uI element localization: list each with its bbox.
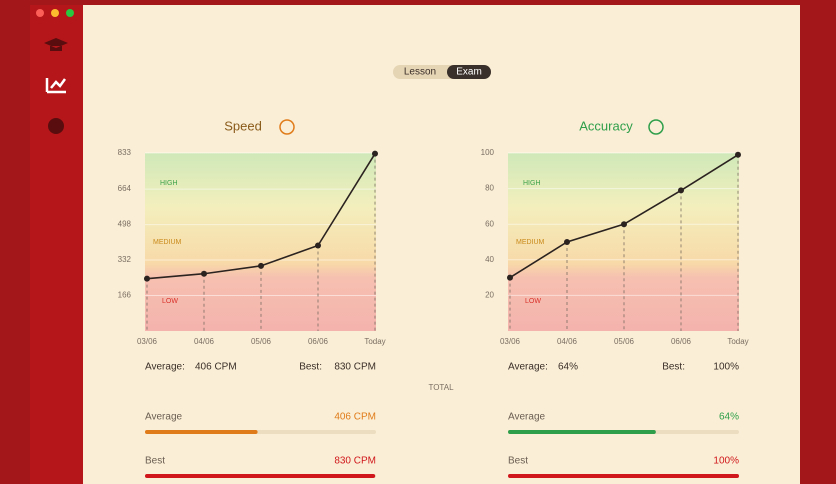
summary-value: 406 CPM [195, 362, 237, 373]
summary-label: Average: [145, 362, 185, 373]
zone-background [145, 153, 376, 331]
minimize-button[interactable] [51, 9, 59, 17]
x-tick-label: 04/06 [194, 337, 215, 346]
lessons-icon[interactable] [44, 38, 68, 51]
zone-label: LOW [525, 298, 541, 305]
y-tick-label: 166 [118, 291, 132, 300]
y-tick-label: 40 [485, 255, 494, 264]
total-bar [145, 430, 258, 434]
toggle-exam[interactable]: Exam [456, 67, 482, 78]
summary-label: Average: [508, 362, 548, 373]
zone-label: LOW [162, 298, 178, 305]
x-tick-label: 05/06 [251, 337, 272, 346]
x-tick-label: 04/06 [557, 337, 578, 346]
point [372, 150, 378, 157]
help-icon[interactable] [48, 118, 64, 134]
total-label: Average [508, 412, 546, 423]
y-tick-label: 60 [485, 219, 494, 228]
y-tick-label: 664 [118, 184, 132, 193]
y-tick-label: 498 [118, 220, 132, 229]
x-tick-label: Today [727, 337, 748, 346]
zone-label: HIGH [160, 180, 178, 187]
total-label: TOTAL [428, 383, 454, 392]
x-tick-label: Today [364, 337, 385, 346]
total-label: Best [145, 456, 165, 467]
point [735, 151, 741, 158]
total-label: Average [145, 412, 183, 423]
total-label: Best [508, 456, 528, 467]
title-icon [648, 119, 664, 135]
chart-title: Accuracy [579, 118, 633, 133]
toggle-selected [447, 65, 491, 79]
total-value: 64% [719, 412, 739, 423]
total-value: 830 CPM [334, 456, 376, 467]
x-tick-label: 05/06 [614, 337, 635, 346]
point [201, 270, 207, 277]
zone-label: MEDIUM [153, 239, 182, 246]
x-tick-label: 06/06 [671, 337, 692, 346]
close-button[interactable] [36, 9, 44, 17]
total-bar [508, 474, 739, 478]
zone-background [508, 153, 739, 331]
summary-label: Best: [662, 362, 685, 373]
x-tick-label: 06/06 [308, 337, 329, 346]
title-icon [279, 119, 295, 135]
zoom-button[interactable] [66, 9, 74, 17]
point [258, 262, 264, 269]
stats-icon[interactable] [45, 78, 67, 94]
x-tick-label: 03/06 [500, 337, 521, 346]
point [315, 242, 321, 249]
toggle-lesson[interactable]: Lesson [404, 67, 436, 78]
point [144, 275, 150, 282]
y-tick-label: 833 [118, 148, 132, 157]
y-tick-label: 332 [118, 255, 132, 264]
x-tick-label: 03/06 [137, 337, 158, 346]
y-tick-label: 100 [481, 148, 495, 157]
summary-value: 100% [713, 362, 739, 373]
summary-label: Best: [299, 362, 322, 373]
total-bar [145, 474, 376, 478]
total-value: 406 CPM [334, 412, 376, 423]
y-tick-label: 80 [485, 184, 494, 193]
zone-label: HIGH [523, 180, 541, 187]
zone-label: MEDIUM [516, 239, 545, 246]
total-value: 100% [713, 456, 739, 467]
chart-title: Speed [224, 118, 262, 133]
summary-value: 830 CPM [334, 362, 376, 373]
y-tick-label: 20 [485, 291, 494, 300]
point [678, 187, 684, 194]
point [507, 274, 513, 281]
total-bar [508, 430, 656, 434]
point [564, 239, 570, 245]
summary-value: 64% [558, 362, 578, 373]
point [621, 221, 627, 228]
